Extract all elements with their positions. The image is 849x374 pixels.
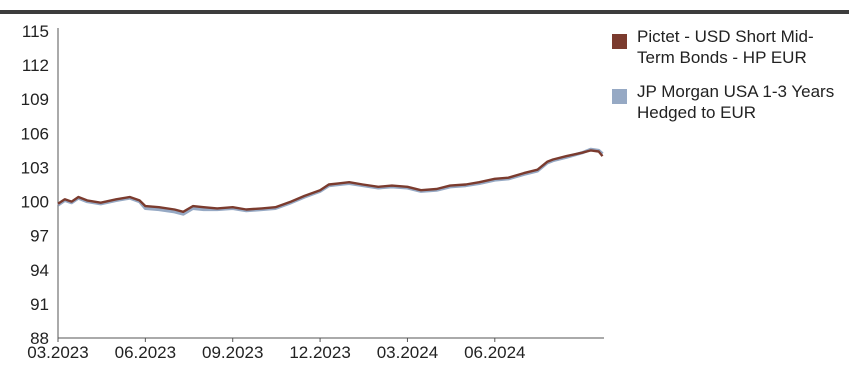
legend-item-jpmorgan: JP Morgan USA 1-3 Years Hedged to EUR — [612, 81, 849, 123]
series-line-jpmorgan — [57, 147, 604, 216]
x-tick-group: 03.2023 06.2023 09.2023 12.2023 03.2024 06.20… — [27, 338, 526, 362]
y-tick-label: 109 — [21, 90, 49, 109]
y-tick-label: 91 — [30, 295, 49, 314]
legend-label-pictet: Pictet - USD Short Mid-Term Bonds - HP E… — [637, 27, 814, 67]
legend-swatch-jpmorgan — [612, 89, 627, 104]
x-tick-label: 06.2023 — [115, 343, 176, 362]
x-tick-label: 03.2024 — [377, 343, 438, 362]
series-group — [57, 147, 604, 216]
legend-swatch-pictet — [612, 34, 627, 49]
y-tick-group: 115 112 109 106 103 100 97 94 91 88 — [21, 22, 49, 348]
y-tick-label: 106 — [21, 124, 49, 143]
y-tick-label: 112 — [22, 56, 49, 75]
x-tick-label: 09.2023 — [202, 343, 263, 362]
y-tick-label: 115 — [22, 22, 49, 41]
x-tick-label: 12.2023 — [289, 343, 350, 362]
legend-item-pictet: Pictet - USD Short Mid-Term Bonds - HP E… — [612, 26, 849, 68]
y-tick-label: 103 — [21, 158, 49, 177]
y-tick-label: 97 — [30, 227, 49, 246]
series-line-pictet — [57, 149, 604, 213]
top-rule — [0, 10, 849, 14]
x-tick-label: 06.2024 — [464, 343, 525, 362]
y-tick-label: 94 — [30, 261, 49, 280]
y-tick-label: 100 — [21, 193, 49, 212]
x-tick-label: 03.2023 — [27, 343, 88, 362]
legend: Pictet - USD Short Mid-Term Bonds - HP E… — [612, 26, 849, 136]
legend-label-jpmorgan: JP Morgan USA 1-3 Years Hedged to EUR — [637, 82, 835, 122]
y-tick-label: 88 — [30, 329, 49, 348]
